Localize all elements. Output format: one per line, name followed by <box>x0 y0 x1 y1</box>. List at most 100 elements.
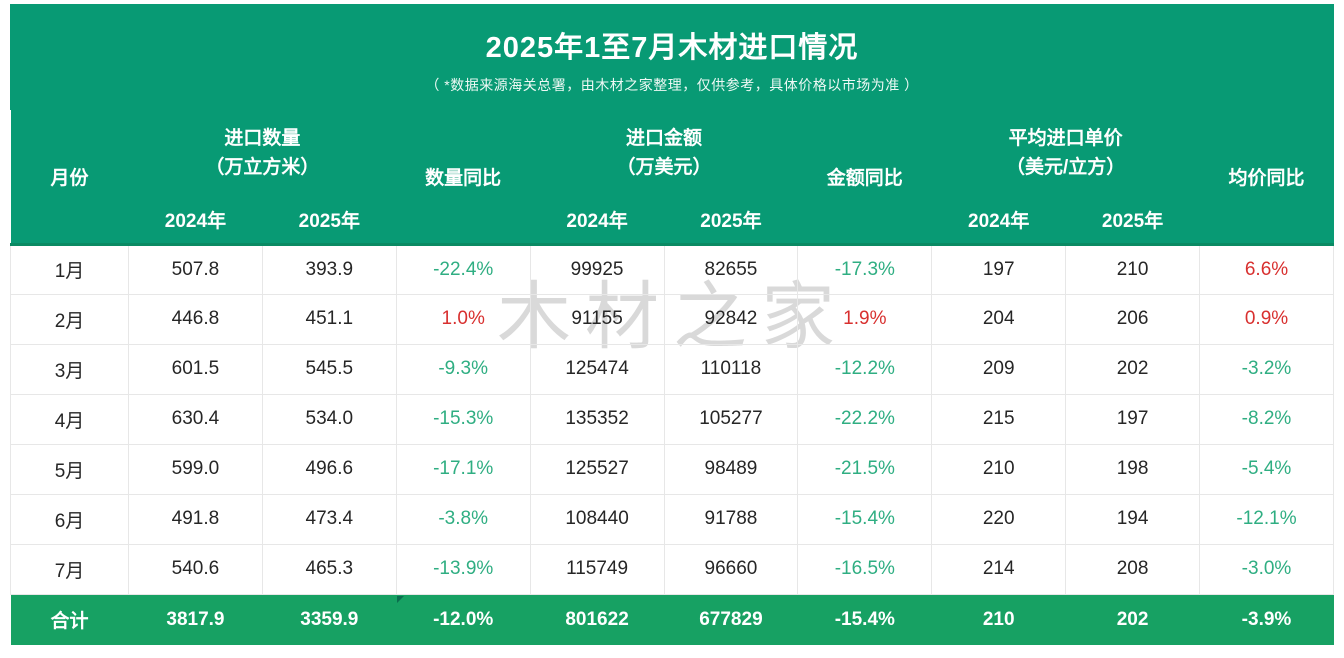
col-group-amount-line2: （万美元） <box>616 157 712 178</box>
cell-month: 7月 <box>10 543 129 595</box>
cell-price_2025: 208 <box>1065 543 1200 595</box>
cell-amt_yoy: -15.4% <box>797 493 933 545</box>
total-row: 合计 3817.9 3359.9 -12.0% 801622 677829 -1… <box>11 594 1334 645</box>
cell-amt_2024: 91155 <box>529 293 665 345</box>
title-block: 2025年1至7月木材进口情况 （ *数据来源海关总署，由木材之家整理，仅供参考… <box>10 4 1334 110</box>
year-header-quantity-2024: 2024年 <box>128 196 263 246</box>
cell-amt_2025: 110118 <box>663 343 799 395</box>
year-header-amount-2025: 2025年 <box>664 196 798 246</box>
table-row: 1月 507.8 393.9 -22.4% 99925 82655 -17.3% 197 210… <box>10 244 1334 295</box>
total-price-yoy: -3.9% <box>1241 608 1292 630</box>
table-row: 2月 446.8 451.1 1.0% 91155 92842 1.9% 204 206 0.9% <box>10 293 1334 345</box>
year-header-price-2025: 2025年 <box>1065 196 1200 246</box>
total-month: 合计 <box>50 611 89 633</box>
total-qty-2024: 3817.9 <box>166 608 225 630</box>
cell-price_2025: 197 <box>1065 393 1200 445</box>
cell-qty_2025: 496.6 <box>261 443 397 495</box>
cell-qty_2024: 630.4 <box>128 393 263 445</box>
col-header-month: 月份 <box>10 110 129 246</box>
year-header-quantity-2025: 2025年 <box>262 196 397 246</box>
total-qty-2025: 3359.9 <box>300 608 359 630</box>
header-year-row: 2024年 2025年 2024年 2025年 2024年 2025年 <box>11 196 1334 246</box>
cell-qty_2024: 446.8 <box>128 293 263 345</box>
col-group-price: 平均进口单价 （美元/立方） <box>932 110 1200 196</box>
cell-amt_2025: 96660 <box>663 543 799 595</box>
page-subtitle: （ *数据来源海关总署，由木材之家整理，仅供参考，具体价格以市场为准 ） <box>425 76 919 93</box>
cell-qty_yoy: -9.3% <box>395 343 531 395</box>
cell-price_2024: 215 <box>931 393 1067 445</box>
table-footer: 合计 3817.9 3359.9 -12.0% 801622 677829 -1… <box>10 594 1334 645</box>
table-row: 6月 491.8 473.4 -3.8% 108440 91788 -15.4% 220 194… <box>10 493 1334 545</box>
cell-month: 1月 <box>10 244 129 295</box>
import-data-table: 月份 进口数量 （万立方米） 数量同比 进口金额 （万美元） 金额同比 平均进口… <box>10 110 1334 645</box>
col-group-quantity-line1: 进口数量 <box>224 127 301 149</box>
table-row: 3月 601.5 545.5 -9.3% 125474 110118 -12.2% 209 20… <box>10 343 1334 395</box>
cell-amt_yoy: -12.2% <box>797 343 933 395</box>
col-group-quantity: 进口数量 （万立方米） <box>129 110 397 196</box>
cell-amt_2024: 125527 <box>529 443 665 495</box>
cell-qty_2024: 507.8 <box>128 244 263 295</box>
cell-month: 3月 <box>10 343 129 395</box>
total-price-2024: 210 <box>982 608 1015 630</box>
cell-qty_2025: 545.5 <box>261 343 397 395</box>
year-header-price-2024: 2024年 <box>931 196 1066 246</box>
cell-amt_2024: 125474 <box>529 343 665 395</box>
cell-month: 6月 <box>10 493 129 545</box>
table-header: 月份 进口数量 （万立方米） 数量同比 进口金额 （万美元） 金额同比 平均进口… <box>10 110 1334 246</box>
cell-qty_2025: 451.1 <box>261 293 397 345</box>
table-row: 4月 630.4 534.0 -15.3% 135352 105277 -22.2% 215 1… <box>10 393 1334 445</box>
col-group-quantity-line2: （万立方米） <box>205 157 320 178</box>
cell-amt_2025: 92842 <box>663 293 799 345</box>
report-panel: 2025年1至7月木材进口情况 （ *数据来源海关总署，由木材之家整理，仅供参考… <box>10 4 1334 648</box>
cell-amt_2024: 99925 <box>529 244 665 295</box>
col-group-price-line2: （美元/立方） <box>1005 157 1126 178</box>
cell-price_2024: 197 <box>931 244 1067 295</box>
cell-amt_2025: 91788 <box>663 493 799 545</box>
cell-amt_2025: 98489 <box>663 443 799 495</box>
cell-price_yoy: -5.4% <box>1199 443 1334 495</box>
cell-price_yoy: -3.2% <box>1199 343 1334 395</box>
cell-qty_yoy: -17.1% <box>395 443 531 495</box>
cell-price_2024: 204 <box>931 293 1067 345</box>
cell-amt_yoy: 1.9% <box>797 293 933 345</box>
cell-qty_yoy: -22.4% <box>395 244 531 295</box>
cell-qty_2024: 601.5 <box>128 343 263 395</box>
cell-qty_yoy: -15.3% <box>395 393 531 445</box>
cell-amt_2024: 108440 <box>529 493 665 545</box>
cell-month: 2月 <box>10 293 129 345</box>
total-amt-yoy: -15.4% <box>834 608 895 630</box>
cell-price_2024: 214 <box>931 543 1067 595</box>
cell-amt_2025: 82655 <box>663 244 799 295</box>
header-group-row: 月份 进口数量 （万立方米） 数量同比 进口金额 （万美元） 金额同比 平均进口… <box>10 110 1334 246</box>
table-row: 5月 599.0 496.6 -17.1% 125527 98489 -21.5% 210 19… <box>10 443 1334 495</box>
cell-price_2025: 198 <box>1065 443 1200 495</box>
cell-qty_yoy: 1.0% <box>395 293 531 345</box>
cell-qty_2025: 465.3 <box>261 543 397 595</box>
cell-amt_2024: 115749 <box>529 543 665 595</box>
cell-amt_yoy: -17.3% <box>797 244 933 295</box>
cell-qty_2024: 599.0 <box>128 443 263 495</box>
page-title: 2025年1至7月木材进口情况 <box>485 31 859 64</box>
cell-price_yoy: 6.6% <box>1199 244 1334 295</box>
cell-price_2024: 220 <box>931 493 1067 545</box>
cell-qty_2025: 393.9 <box>261 244 397 295</box>
cell-price_2025: 194 <box>1065 493 1200 545</box>
cell-price_2025: 206 <box>1065 293 1200 345</box>
total-qty-yoy: -12.0% <box>396 594 530 645</box>
total-price-2025: 202 <box>1116 608 1149 630</box>
col-header-amount-yoy: 金额同比 <box>797 110 932 246</box>
cell-price_2024: 209 <box>931 343 1067 395</box>
cell-amt_2025: 105277 <box>663 393 799 445</box>
corner-note-icon <box>397 595 405 603</box>
cell-qty_2025: 473.4 <box>261 493 397 545</box>
col-header-quantity-yoy: 数量同比 <box>396 110 531 246</box>
cell-price_yoy: -3.0% <box>1199 543 1334 595</box>
cell-qty_2025: 534.0 <box>261 393 397 445</box>
cell-price_2025: 202 <box>1065 343 1200 395</box>
year-header-amount-2024: 2024年 <box>530 196 664 246</box>
cell-price_yoy: -8.2% <box>1199 393 1334 445</box>
table-body: 1月 507.8 393.9 -22.4% 99925 82655 -17.3% 197 210… <box>10 244 1334 595</box>
cell-qty_2024: 491.8 <box>128 493 263 545</box>
table-area: 木材之家 月份 进口数量 （万立方米） 数量同比 进口金额 （万美元） <box>10 110 1334 648</box>
col-group-price-line1: 平均进口单价 <box>1008 127 1123 149</box>
